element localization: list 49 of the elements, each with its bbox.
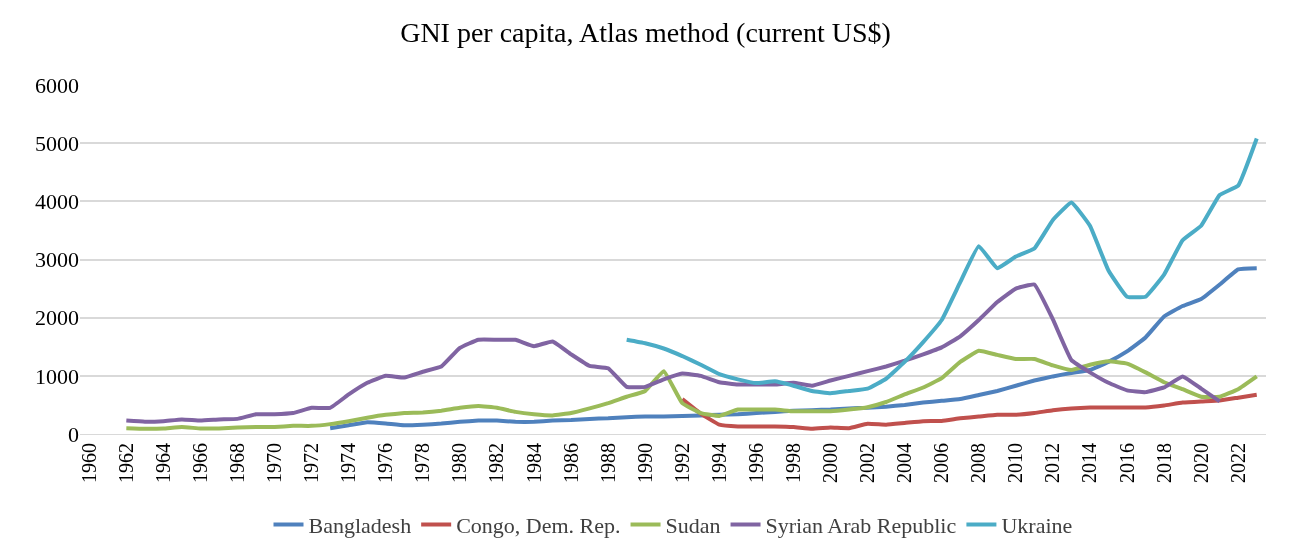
x-tick-label: 2018 (1152, 443, 1175, 483)
x-tick-label: 1986 (559, 443, 582, 483)
legend-label: Syrian Arab Republic (765, 513, 957, 539)
x-tick-label: 1982 (485, 443, 508, 483)
x-tick-label: 1996 (744, 443, 767, 483)
x-tick-label: 2006 (930, 443, 953, 483)
y-tick-label: 6000 (35, 72, 79, 98)
x-tick-label: 1964 (151, 443, 174, 483)
x-tick-label: 1988 (596, 443, 619, 483)
y-tick-label: 0 (68, 421, 79, 447)
line-series (124, 348, 1259, 431)
y-tick-label: 3000 (35, 247, 79, 273)
x-tick-label: 1984 (522, 443, 545, 483)
x-tick-label: 2004 (893, 443, 916, 483)
x-tick-label: 1966 (188, 443, 211, 483)
chart-title: GNI per capita, Atlas method (current US$) (400, 16, 891, 48)
y-tick-label: 2000 (35, 305, 79, 331)
x-tick-label: 1960 (77, 443, 100, 483)
legend-label: Sudan (665, 513, 721, 539)
x-tick-label: 2002 (856, 443, 879, 483)
x-tick-label: 2016 (1115, 443, 1138, 483)
x-tick-label: 1972 (300, 443, 323, 483)
x-tick-label: 2010 (1004, 443, 1027, 483)
x-tick-label: 1994 (707, 443, 730, 483)
x-tick-label: 2022 (1226, 443, 1249, 483)
legend-label: Congo, Dem. Rep. (456, 513, 621, 539)
line-series (624, 136, 1259, 396)
x-tick-label: 2008 (967, 443, 990, 483)
x-tick-label: 2020 (1189, 443, 1212, 483)
x-tick-label: 1968 (226, 443, 249, 483)
x-tick-label: 1990 (633, 443, 656, 483)
x-tick-label: 1974 (337, 443, 360, 483)
y-tick-label: 5000 (35, 130, 79, 156)
line-series (124, 282, 1222, 424)
x-tick-label: 1998 (781, 443, 804, 483)
x-tick-label: 1962 (114, 443, 137, 483)
x-tick-label: 1978 (411, 443, 434, 483)
x-tick-label: 1992 (670, 443, 693, 483)
x-tick-label: 1980 (448, 443, 471, 483)
x-tick-label: 1970 (263, 443, 286, 483)
legend-label: Ukraine (1001, 513, 1073, 539)
x-tick-label: 2012 (1041, 443, 1064, 483)
x-tick-label: 1976 (374, 443, 397, 483)
x-tick-label: 2014 (1078, 443, 1101, 483)
legend-label: Bangladesh (308, 513, 412, 539)
y-tick-label: 4000 (35, 189, 79, 215)
x-tick-label: 2000 (819, 443, 842, 483)
line-series (680, 392, 1259, 431)
y-tick-label: 1000 (35, 363, 79, 389)
